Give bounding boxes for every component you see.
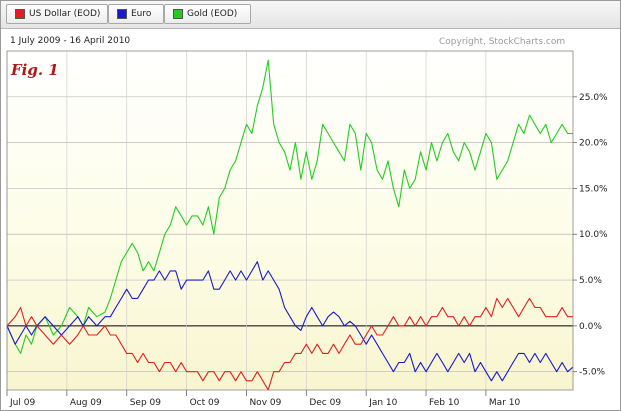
- series-line-euro: [6, 261, 574, 382]
- red-swatch-icon: [15, 9, 25, 19]
- series-line-gold-eod: [6, 59, 573, 354]
- x-tick-label: Aug 09: [70, 398, 102, 408]
- legend-bar: US Dollar (EOD) Euro Gold (EOD): [1, 1, 620, 29]
- x-tick-label: Nov 09: [249, 398, 281, 408]
- y-tick-label: 25.0%: [579, 93, 608, 103]
- y-tick-label: 5.0%: [579, 276, 602, 286]
- date-range: 1 July 2009 - 16 April 2010: [10, 36, 131, 46]
- figure-label: Fig. 1: [11, 61, 59, 79]
- x-tick-label: Mar 10: [489, 398, 521, 408]
- plot-border: [6, 50, 574, 391]
- x-tick-label: Feb 10: [429, 398, 460, 408]
- legend-item-us-dollar[interactable]: US Dollar (EOD): [6, 4, 108, 24]
- copyright-text: Copyright, StockCharts.com: [439, 37, 566, 47]
- green-swatch-icon: [173, 9, 183, 19]
- legend-label: Gold (EOD): [187, 9, 238, 19]
- y-tick-label: 0.0%: [579, 322, 602, 332]
- y-tick-label: 20.0%: [579, 139, 608, 149]
- series-line-us-dollar-eod: [6, 297, 573, 391]
- y-tick-label: 15.0%: [579, 184, 608, 194]
- plot-area: [7, 51, 573, 390]
- legend-label: Euro: [131, 9, 152, 19]
- x-tick-label: Oct 09: [190, 398, 220, 408]
- x-tick-label: Sep 09: [130, 398, 162, 408]
- legend-label: US Dollar (EOD): [29, 9, 101, 19]
- legend-item-euro[interactable]: Euro: [108, 4, 164, 24]
- y-tick-label: 10.0%: [579, 230, 608, 240]
- x-tick-label: Jan 10: [368, 398, 397, 408]
- blue-swatch-icon: [117, 9, 127, 19]
- y-tick-label: -5.0%: [579, 368, 606, 378]
- x-tick-label: Jul 09: [9, 398, 35, 408]
- legend-item-gold[interactable]: Gold (EOD): [164, 4, 251, 24]
- x-tick-label: Dec 09: [309, 398, 341, 408]
